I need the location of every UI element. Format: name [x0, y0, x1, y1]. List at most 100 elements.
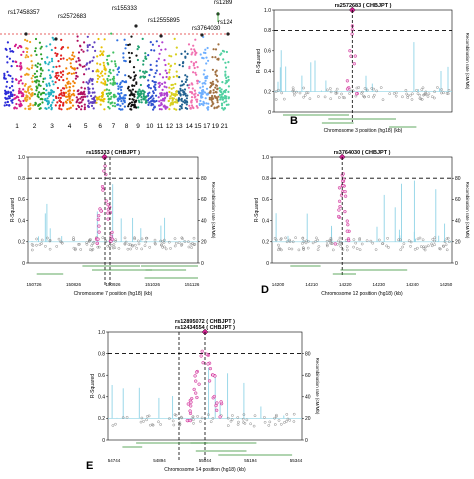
manhattan-point — [117, 67, 120, 70]
snp-point — [329, 236, 333, 240]
manhattan-point — [29, 104, 32, 107]
snp-point — [328, 87, 332, 90]
manhattan-point — [171, 98, 174, 101]
regional-panel-c: rs155333 ( CHBJPT ) 0 0.2 0.4 0.6 0.8 1.0 0 20 40… — [0, 143, 232, 298]
snp-point — [103, 164, 107, 168]
manhattan-point — [91, 101, 94, 105]
snp-point — [277, 243, 280, 247]
manhattan-point — [165, 75, 168, 79]
snp-point — [337, 186, 342, 190]
snp-point — [365, 88, 369, 92]
y-tick-label: 0.4 — [98, 395, 105, 401]
manhattan-point — [47, 102, 50, 105]
manhattan-point — [227, 97, 230, 100]
snp-point — [302, 95, 305, 99]
manhattan-point — [190, 48, 193, 51]
manhattan-point — [127, 75, 130, 78]
manhattan-point — [118, 95, 121, 98]
manhattan-point — [181, 65, 184, 68]
chromosome-label: 7 — [112, 123, 116, 130]
manhattan-point — [89, 77, 92, 80]
manhattan-point — [147, 86, 150, 89]
manhattan-point — [189, 106, 192, 110]
snp-point — [397, 238, 400, 242]
manhattan-point — [206, 106, 209, 110]
snp-point — [231, 414, 234, 417]
manhattan-point — [62, 79, 65, 82]
manhattan-point — [151, 94, 154, 97]
manhattan-point — [204, 79, 207, 82]
manhattan-point — [119, 104, 122, 107]
snp-point — [352, 245, 355, 249]
snp-point — [365, 239, 369, 243]
manhattan-point — [80, 96, 83, 99]
snp-point — [226, 416, 230, 420]
manhattan-point — [72, 72, 76, 75]
snp-point — [48, 238, 52, 242]
snp-point — [194, 391, 198, 395]
peak-point — [159, 34, 163, 38]
snp-point — [433, 239, 436, 243]
manhattan-point — [86, 95, 89, 98]
manhattan-point — [215, 96, 218, 99]
manhattan-point — [142, 70, 145, 73]
manhattan-point — [168, 71, 171, 74]
manhattan-point — [118, 83, 122, 86]
snp-point — [191, 242, 194, 245]
manhattan-point — [168, 97, 171, 100]
manhattan-point — [138, 88, 141, 91]
manhattan-point — [140, 92, 143, 95]
snp-point — [129, 243, 132, 247]
snp-point — [187, 245, 191, 249]
snp-point — [303, 93, 307, 97]
manhattan-point — [157, 96, 160, 99]
snp-point — [308, 97, 312, 101]
snp-point — [385, 244, 388, 248]
manhattan-point — [51, 101, 54, 104]
snp-point — [334, 90, 338, 94]
x-tick-label: 150726 — [26, 282, 42, 287]
manhattan-point — [65, 77, 69, 80]
manhattan-point — [108, 89, 111, 92]
manhattan-point — [47, 69, 50, 72]
manhattan-point — [40, 57, 44, 60]
snp-point — [97, 230, 101, 234]
manhattan-point — [62, 104, 65, 107]
manhattan-point — [190, 104, 194, 107]
manhattan-point — [66, 108, 69, 111]
snp-point — [40, 238, 44, 242]
manhattan-point — [83, 93, 86, 96]
manhattan-point — [107, 105, 110, 109]
snp-point — [143, 244, 147, 248]
manhattan-point — [183, 91, 186, 94]
manhattan-point — [55, 77, 59, 80]
manhattan-point — [214, 90, 217, 94]
snp-point — [78, 242, 81, 246]
snp-point — [200, 349, 204, 353]
manhattan-point — [109, 72, 112, 75]
manhattan-point — [136, 58, 139, 62]
manhattan-point — [173, 37, 176, 41]
manhattan-point — [205, 93, 208, 96]
manhattan-point — [101, 74, 104, 77]
snp-point — [358, 238, 361, 242]
manhattan-point — [107, 101, 110, 104]
snp-point — [117, 247, 121, 250]
manhattan-point — [173, 107, 176, 110]
snp-point — [277, 419, 281, 422]
manhattan-point — [33, 93, 37, 96]
snp-point — [135, 246, 139, 250]
snp-point — [167, 240, 171, 244]
manhattan-point — [205, 62, 208, 65]
manhattan-point — [42, 80, 45, 83]
manhattan-point — [80, 92, 83, 95]
manhattan-point — [127, 85, 130, 88]
manhattan-point — [105, 83, 109, 86]
manhattan-point — [131, 98, 134, 101]
snp-point — [329, 90, 333, 94]
manhattan-point — [127, 51, 131, 54]
manhattan-point — [37, 84, 40, 87]
manhattan-point — [26, 39, 29, 43]
manhattan-point — [179, 84, 182, 87]
snp-point — [194, 379, 198, 383]
